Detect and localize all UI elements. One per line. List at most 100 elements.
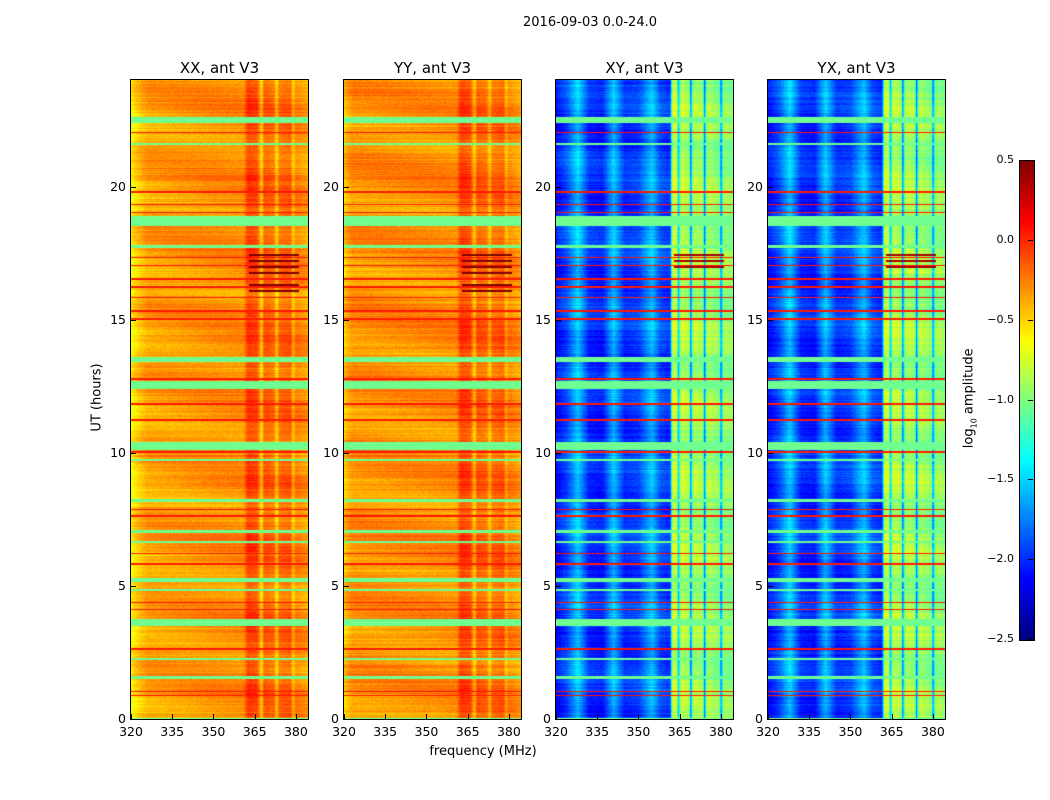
colorbar-tick-mark <box>1028 559 1033 561</box>
y-tick-label: 10 <box>535 444 551 460</box>
x-tick-label: 320 <box>544 724 568 739</box>
colorbar-tick-label: −2.5 <box>987 632 1014 645</box>
colorbar-tick-label: 0.0 <box>996 232 1015 246</box>
y-axis-label: UT (hours) <box>89 363 105 432</box>
x-tick-label: 350 <box>414 724 439 739</box>
colorbar-tick-mark <box>1028 239 1033 241</box>
x-tick-label: 365 <box>455 724 480 739</box>
colorbar-tick-label: −1.5 <box>987 472 1014 486</box>
y-tick-label: 15 <box>747 311 763 327</box>
heatmap-panel-yx <box>767 79 946 720</box>
y-tick-label: 0 <box>118 711 126 726</box>
y-tick-label: 15 <box>110 311 126 327</box>
y-tick-mark <box>131 319 136 321</box>
y-tick-mark <box>344 319 349 321</box>
heatmap-image <box>344 80 521 719</box>
x-tick-label: 335 <box>797 724 822 739</box>
y-tick-label: 20 <box>535 178 551 194</box>
y-tick-label: 20 <box>110 178 126 194</box>
heatmap-panel-xx <box>130 79 309 720</box>
y-tick-mark <box>344 452 349 454</box>
x-tick-mark <box>891 714 893 719</box>
x-tick-mark <box>426 714 428 719</box>
heatmap-image <box>768 80 945 719</box>
colorbar-tick-label: 0.5 <box>996 153 1015 166</box>
x-tick-mark <box>768 714 769 719</box>
x-tick-mark <box>344 714 345 719</box>
heatmap-panel-yy <box>343 79 522 720</box>
x-tick-label: 365 <box>667 724 692 739</box>
x-tick-label: 320 <box>119 724 143 739</box>
colorbar-tick-label: −2.0 <box>987 552 1014 566</box>
y-tick-mark <box>131 719 136 720</box>
x-tick-mark <box>638 714 640 719</box>
x-tick-label: 335 <box>160 724 185 739</box>
x-tick-mark <box>850 714 852 719</box>
y-tick-label: 5 <box>543 577 551 593</box>
y-tick-label: 5 <box>755 577 763 593</box>
x-tick-label: 380 <box>708 724 733 739</box>
y-tick-mark <box>556 719 561 720</box>
y-tick-label: 20 <box>747 178 763 194</box>
x-tick-label: 320 <box>332 724 356 739</box>
y-tick-label: 5 <box>118 577 126 593</box>
x-tick-mark <box>556 714 557 719</box>
x-tick-mark <box>254 714 256 719</box>
x-tick-mark <box>720 714 722 719</box>
x-tick-mark <box>213 714 215 719</box>
x-tick-label: 350 <box>201 724 226 739</box>
colorbar-tick-label: −1.0 <box>987 392 1014 406</box>
x-tick-mark <box>131 714 132 719</box>
y-tick-mark <box>768 585 773 587</box>
y-tick-label: 5 <box>331 577 339 593</box>
figure-title: 2016-09-03 0.0-24.0 <box>523 15 657 30</box>
colorbar <box>1019 160 1035 641</box>
x-tick-label: 320 <box>756 724 780 739</box>
y-tick-label: 15 <box>535 311 551 327</box>
y-tick-mark <box>131 452 136 454</box>
panel-title: XY, ant V3 <box>605 59 684 77</box>
y-tick-label: 20 <box>323 178 339 194</box>
heatmap-image <box>131 80 308 719</box>
heatmap-image <box>556 80 733 719</box>
x-tick-label: 335 <box>373 724 398 739</box>
y-tick-label: 0 <box>331 711 339 726</box>
y-tick-mark <box>556 319 561 321</box>
panel-title: YY, ant V3 <box>393 59 471 77</box>
y-tick-label: 15 <box>323 311 339 327</box>
colorbar-tick-mark <box>1028 399 1033 401</box>
x-tick-mark <box>467 714 469 719</box>
panel-title: XX, ant V3 <box>179 59 260 77</box>
y-tick-mark <box>131 186 136 188</box>
x-tick-label: 350 <box>838 724 863 739</box>
x-axis-label: frequency (MHz) <box>429 744 537 759</box>
x-tick-label: 350 <box>626 724 651 739</box>
colorbar-tick-label: −0.5 <box>987 312 1014 326</box>
y-tick-mark <box>768 719 773 720</box>
y-tick-mark <box>344 585 349 587</box>
x-tick-label: 365 <box>242 724 267 739</box>
colorbar-tick-mark <box>1028 160 1033 161</box>
x-tick-mark <box>385 714 387 719</box>
x-tick-mark <box>597 714 599 719</box>
x-tick-mark <box>508 714 510 719</box>
x-tick-label: 335 <box>585 724 610 739</box>
y-tick-label: 10 <box>747 444 763 460</box>
x-tick-mark <box>932 714 934 719</box>
y-tick-label: 10 <box>110 444 126 460</box>
x-tick-mark <box>679 714 681 719</box>
y-tick-mark <box>556 585 561 587</box>
x-tick-label: 380 <box>920 724 945 739</box>
y-tick-mark <box>344 719 349 720</box>
y-tick-mark <box>131 585 136 587</box>
colorbar-tick-mark <box>1028 479 1033 481</box>
panel-title: YX, ant V3 <box>817 59 896 77</box>
y-tick-mark <box>768 452 773 454</box>
x-tick-label: 365 <box>879 724 904 739</box>
y-tick-label: 10 <box>323 444 339 460</box>
colorbar-tick-mark <box>1028 319 1033 321</box>
y-tick-mark <box>768 319 773 321</box>
x-tick-mark <box>295 714 297 719</box>
colorbar-label: log10 amplitude <box>961 348 979 449</box>
